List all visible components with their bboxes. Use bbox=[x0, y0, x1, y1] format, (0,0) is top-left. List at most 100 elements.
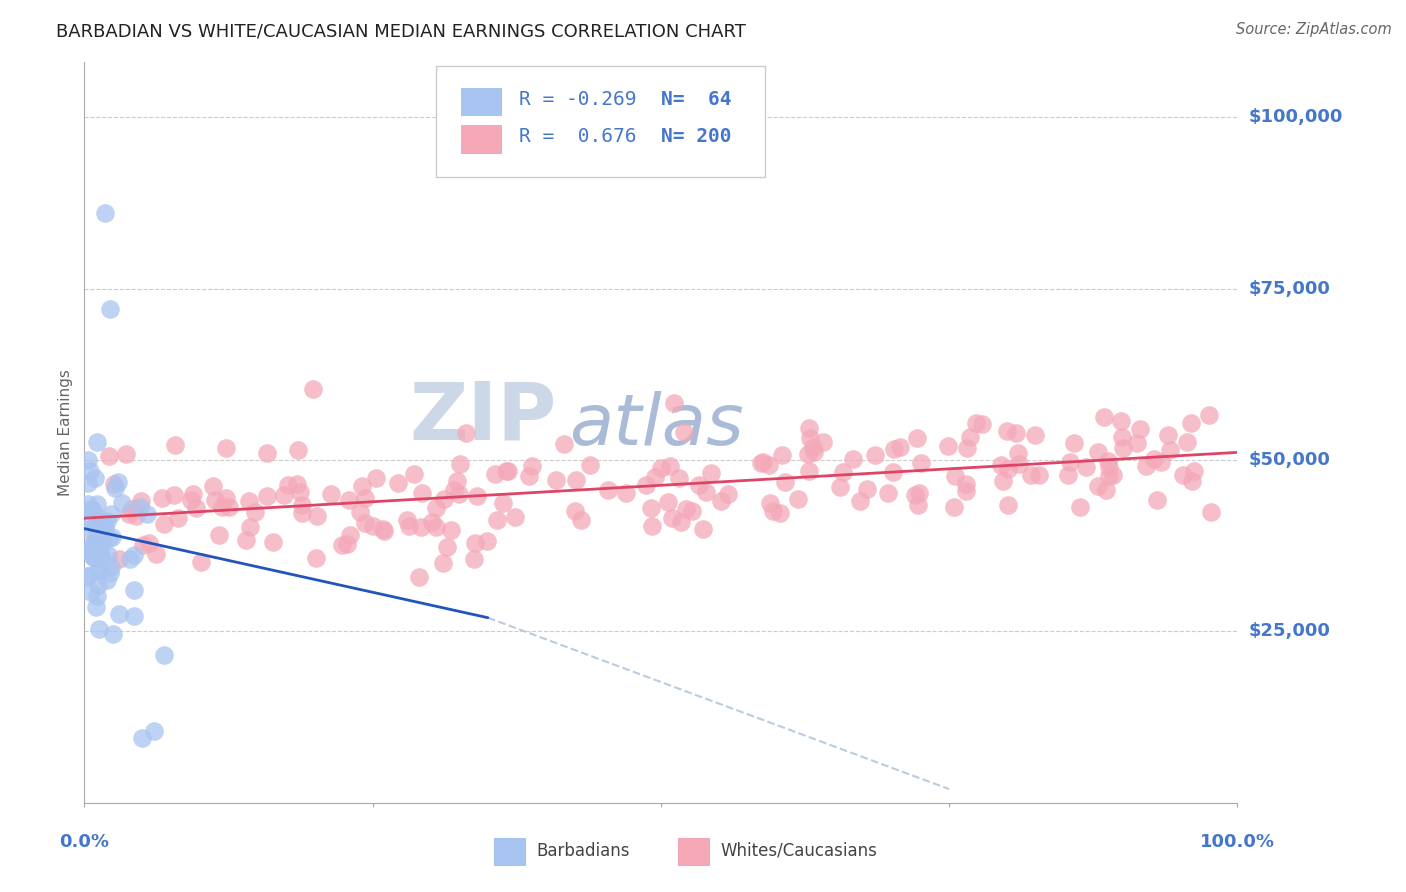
Text: 100.0%: 100.0% bbox=[1199, 833, 1275, 851]
Point bbox=[710, 494, 733, 508]
Point bbox=[1171, 467, 1194, 482]
Point bbox=[762, 504, 785, 518]
Point bbox=[131, 731, 153, 745]
Point bbox=[120, 551, 142, 566]
Point bbox=[184, 500, 207, 515]
Point bbox=[361, 519, 384, 533]
Point bbox=[76, 476, 98, 491]
Point bbox=[672, 425, 695, 439]
Point bbox=[433, 491, 456, 506]
Point bbox=[77, 512, 100, 526]
Point bbox=[86, 497, 108, 511]
Point bbox=[80, 585, 103, 599]
Point bbox=[787, 492, 810, 507]
Point bbox=[288, 484, 311, 499]
Point bbox=[936, 440, 959, 454]
Point bbox=[87, 578, 110, 592]
Point bbox=[997, 499, 1019, 513]
Point bbox=[111, 496, 134, 510]
Point bbox=[100, 560, 122, 574]
Point bbox=[87, 541, 110, 556]
Point bbox=[142, 723, 165, 738]
Text: BARBADIAN VS WHITE/CAUCASIAN MEDIAN EARNINGS CORRELATION CHART: BARBADIAN VS WHITE/CAUCASIAN MEDIAN EARN… bbox=[56, 22, 747, 40]
Point bbox=[596, 483, 619, 498]
Point bbox=[180, 492, 202, 507]
Point bbox=[995, 424, 1018, 438]
Point bbox=[305, 550, 328, 565]
Point bbox=[114, 447, 136, 461]
Point bbox=[661, 511, 683, 525]
Point bbox=[215, 491, 238, 505]
Point bbox=[692, 522, 714, 536]
Point bbox=[387, 475, 409, 490]
Point bbox=[688, 477, 710, 491]
Point bbox=[277, 478, 299, 492]
Point bbox=[402, 467, 425, 482]
Point bbox=[943, 500, 966, 514]
Point bbox=[76, 523, 98, 537]
Point bbox=[108, 607, 131, 621]
Point bbox=[449, 486, 471, 500]
Point bbox=[330, 538, 353, 552]
Point bbox=[669, 515, 692, 529]
Text: $100,000: $100,000 bbox=[1249, 108, 1343, 127]
Point bbox=[97, 549, 120, 563]
Point bbox=[882, 465, 904, 479]
Point bbox=[517, 469, 540, 483]
Point bbox=[569, 513, 592, 527]
Point bbox=[425, 520, 447, 534]
Point bbox=[769, 507, 792, 521]
Point bbox=[797, 447, 820, 461]
Point bbox=[90, 549, 112, 563]
Point bbox=[1135, 459, 1157, 474]
Point bbox=[256, 489, 278, 503]
Point bbox=[1150, 455, 1173, 469]
Point bbox=[76, 569, 98, 583]
Point bbox=[520, 458, 543, 473]
Point bbox=[579, 458, 602, 473]
Text: R =  0.676: R = 0.676 bbox=[519, 127, 637, 146]
Point bbox=[84, 471, 107, 485]
Point bbox=[84, 599, 107, 614]
Point bbox=[842, 452, 865, 467]
Point bbox=[492, 496, 515, 510]
Point bbox=[955, 477, 977, 491]
Point bbox=[86, 589, 108, 603]
Point bbox=[411, 486, 433, 500]
Point bbox=[153, 516, 176, 531]
Point bbox=[190, 555, 212, 569]
Point bbox=[364, 471, 387, 485]
Point bbox=[668, 471, 690, 485]
Point bbox=[695, 485, 717, 500]
Point bbox=[93, 536, 115, 550]
Point bbox=[863, 449, 886, 463]
Point bbox=[321, 487, 343, 501]
Point bbox=[98, 566, 121, 580]
Text: Source: ZipAtlas.com: Source: ZipAtlas.com bbox=[1236, 22, 1392, 37]
Y-axis label: Median Earnings: Median Earnings bbox=[58, 369, 73, 496]
Point bbox=[1097, 453, 1119, 467]
Point bbox=[336, 536, 359, 550]
Point bbox=[905, 431, 928, 445]
Point bbox=[150, 491, 173, 505]
Point bbox=[82, 537, 104, 551]
Point bbox=[681, 504, 703, 518]
Point bbox=[1005, 425, 1028, 440]
Point bbox=[238, 494, 260, 508]
Text: $25,000: $25,000 bbox=[1249, 623, 1330, 640]
Point bbox=[84, 550, 107, 565]
Point bbox=[1112, 441, 1135, 455]
Point bbox=[287, 443, 309, 458]
Point bbox=[758, 458, 780, 472]
Point bbox=[86, 541, 108, 556]
Point bbox=[371, 523, 394, 537]
Point bbox=[152, 648, 174, 662]
Point bbox=[86, 536, 108, 550]
Text: 0.0%: 0.0% bbox=[59, 833, 110, 851]
Point bbox=[1087, 445, 1109, 459]
Point bbox=[354, 516, 377, 531]
Point bbox=[467, 489, 489, 503]
Point bbox=[659, 459, 682, 474]
Point bbox=[848, 494, 870, 508]
Point bbox=[1098, 460, 1121, 475]
